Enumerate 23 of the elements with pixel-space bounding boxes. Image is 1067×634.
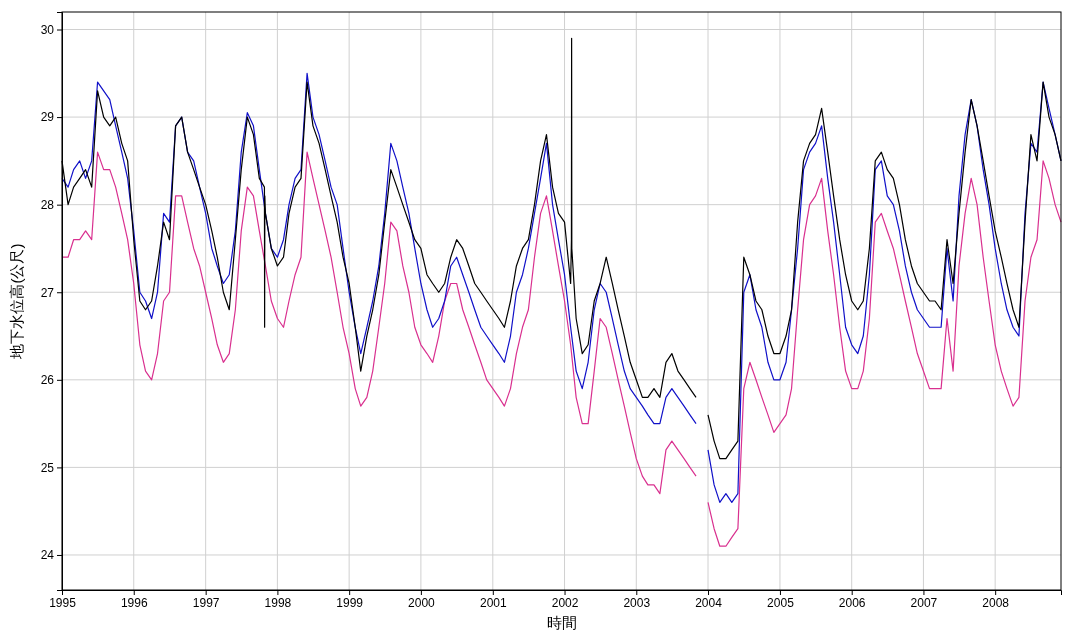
x-tick-label: 1999	[336, 595, 364, 610]
y-tick-label: 28	[40, 198, 55, 213]
x-tick-label: 2000	[408, 595, 436, 610]
x-tick-label: 1998	[264, 595, 292, 610]
x-tick-label: 2008	[982, 595, 1010, 610]
x-tick-label: 2003	[623, 595, 651, 610]
x-tick-label: 1997	[192, 595, 220, 610]
x-tick-label: 2002	[551, 595, 579, 610]
y-axis-title: 地下水位高(公尺)	[8, 243, 25, 360]
y-tick-label: 25	[40, 460, 55, 475]
x-tick-label: 2001	[479, 595, 507, 610]
x-tick-label: 2004	[695, 595, 723, 610]
x-tick-label: 2007	[910, 595, 938, 610]
x-tick-label: 2005	[767, 595, 795, 610]
x-tick-label: 2006	[838, 595, 866, 610]
y-tick-label: 27	[40, 285, 55, 300]
y-tick-label: 24	[40, 548, 55, 563]
x-axis-title: 時間	[546, 614, 577, 631]
y-tick-label: 30	[40, 22, 55, 37]
x-tick-label: 1996	[120, 595, 148, 610]
y-tick-label: 29	[40, 110, 55, 125]
x-tick-label: 1995	[49, 595, 77, 610]
y-tick-label: 26	[40, 373, 55, 388]
